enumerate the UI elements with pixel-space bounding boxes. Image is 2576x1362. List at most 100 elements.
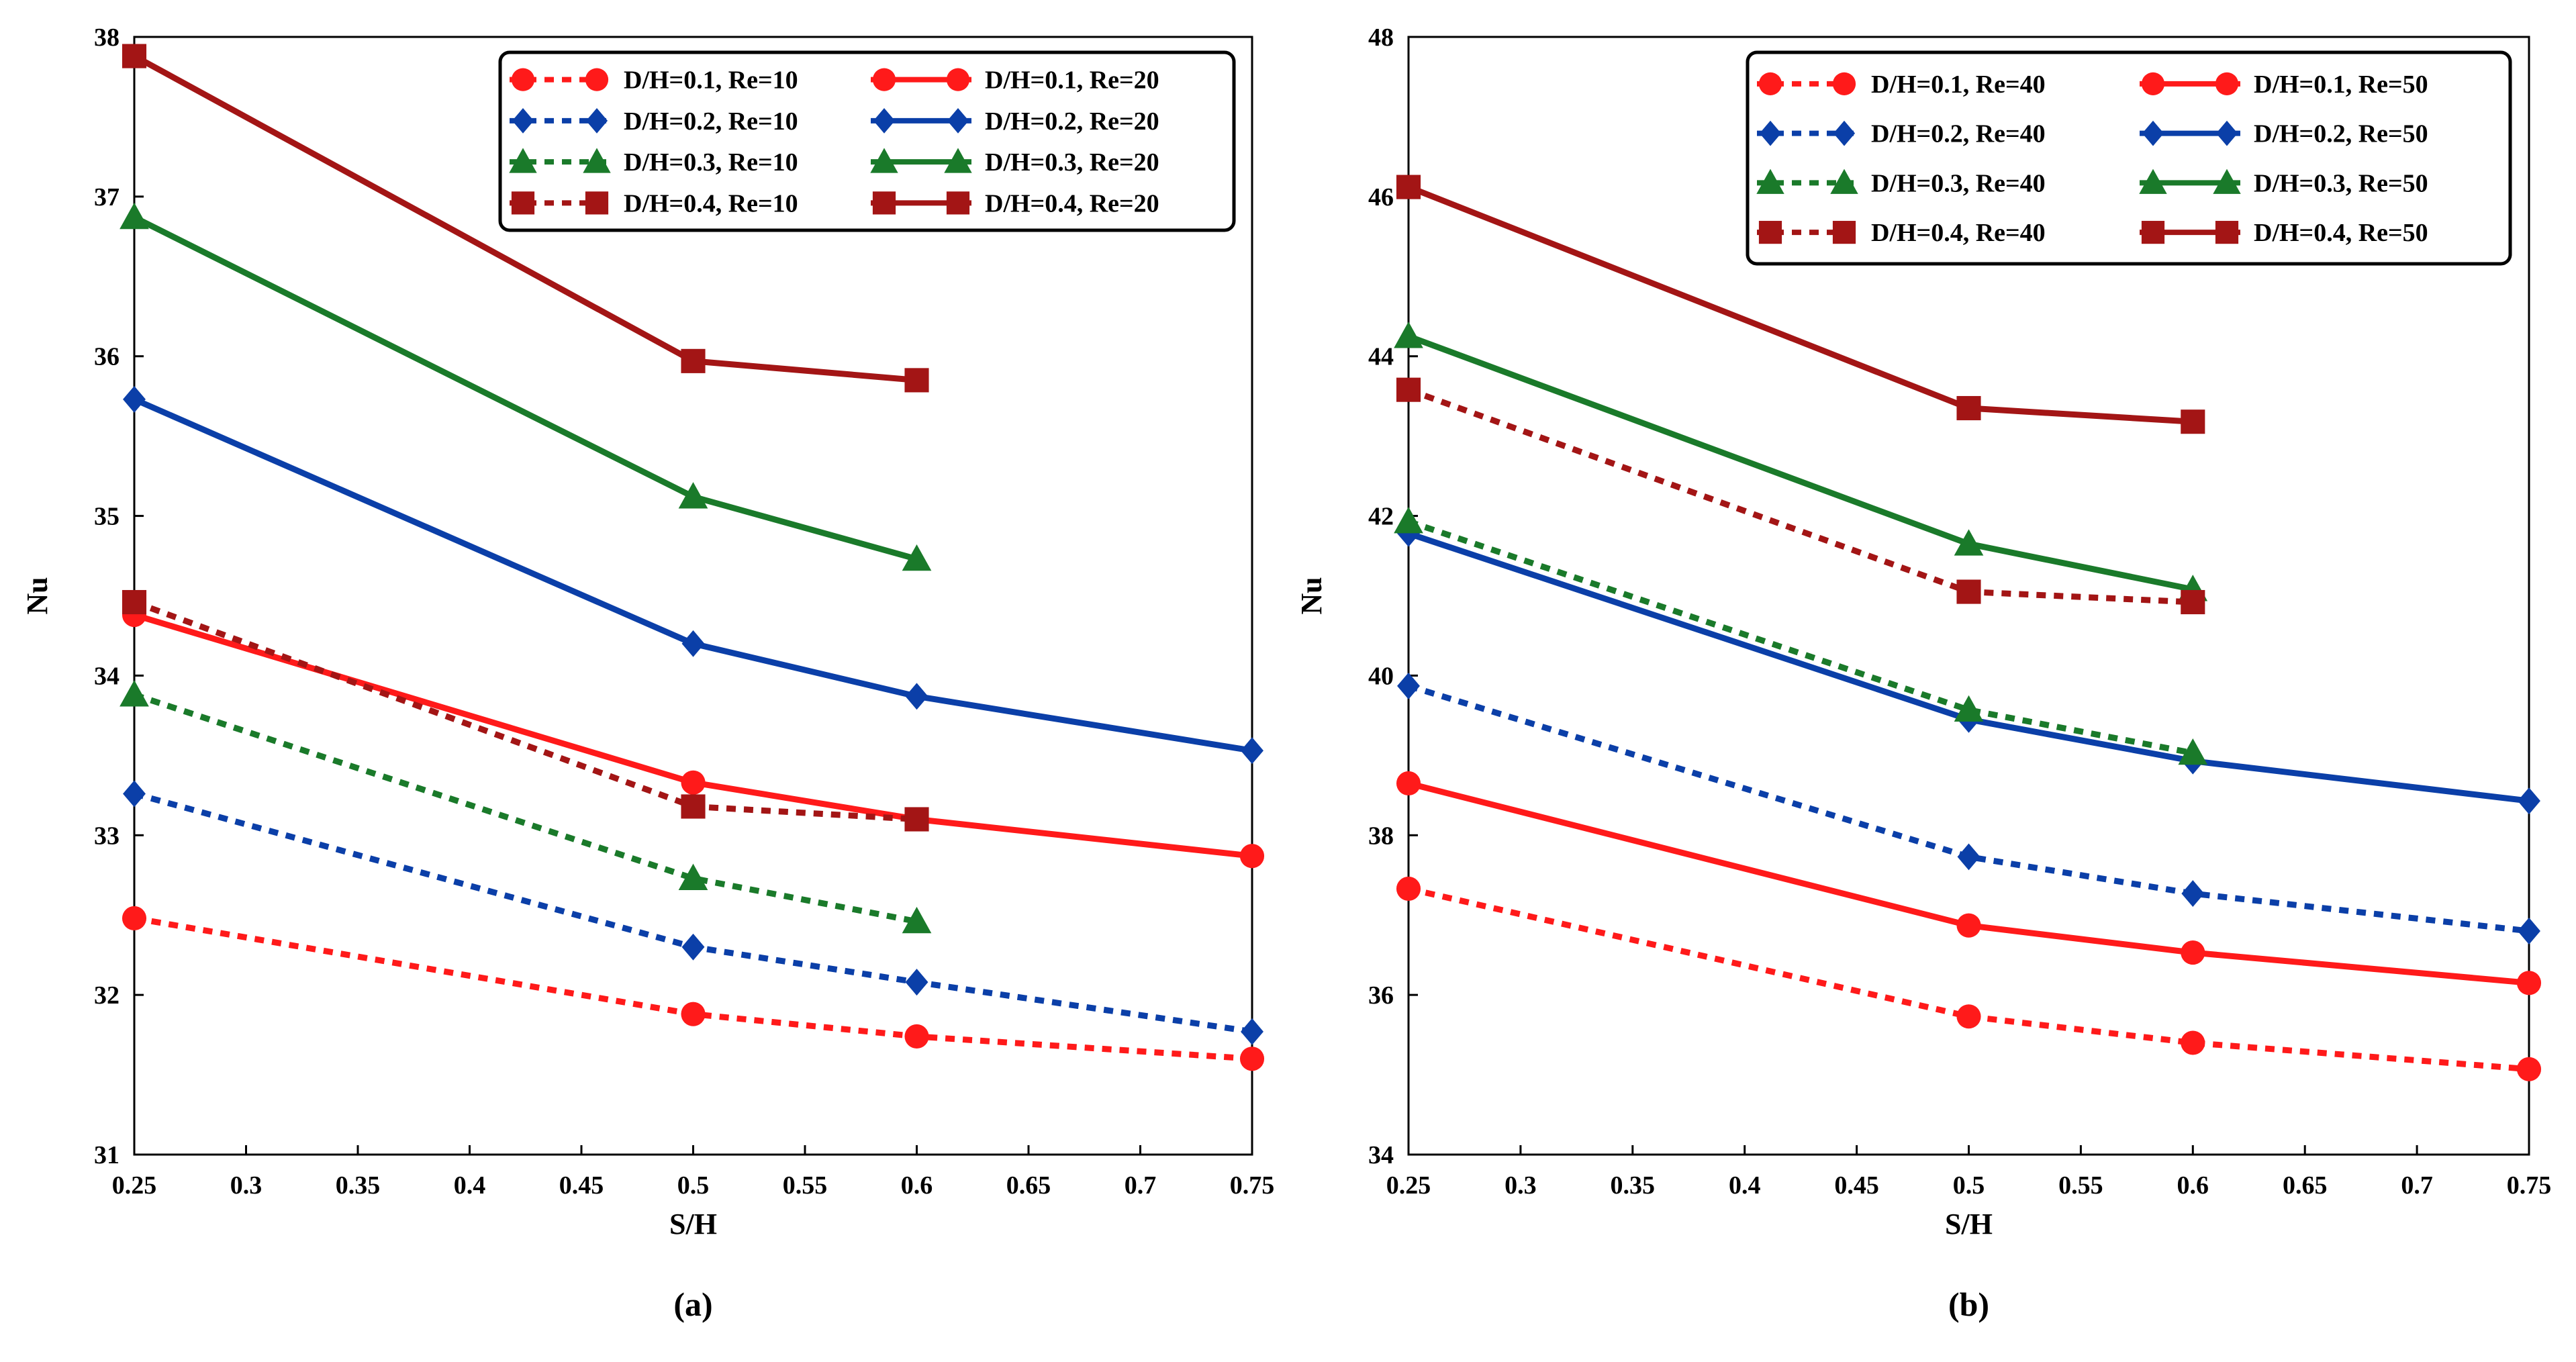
- data-point: [2516, 971, 2542, 995]
- legend-box: [498, 50, 1236, 232]
- series-d-h-0-2-re-50: [1397, 520, 2540, 815]
- x-tick-label: 0.45: [1834, 1171, 1879, 1200]
- legend-item-d-h-0-4-re-40: D/H=0.4, Re=40: [1757, 219, 2046, 247]
- legend-item-d-h-0-1-re-40: D/H=0.1, Re=40: [1757, 70, 2046, 99]
- panel-b: 0.25 0.3 0.35 0.4 0.45 0.5 0.55 0.6 0.65 0.7 0.75 3…: [1295, 23, 2551, 1323]
- legend-marker: [944, 148, 972, 173]
- data-point: [678, 863, 708, 890]
- y-tick-label: 32: [94, 981, 120, 1010]
- series-d-h-0-1-re-50: [1396, 771, 2542, 995]
- y-tick-label: 31: [94, 1141, 120, 1169]
- data-point: [904, 1024, 929, 1049]
- y-tick-label: 38: [1368, 822, 1394, 850]
- legend-marker: [1758, 72, 1782, 95]
- data-point: [902, 906, 932, 934]
- x-tick-label: 0.4: [1729, 1171, 1761, 1200]
- data-point: [1394, 507, 1423, 534]
- series-d-h-0-3-re-10: [120, 680, 932, 934]
- legend-marker: [1833, 120, 1856, 146]
- data-point: [904, 807, 929, 832]
- data-point: [681, 933, 705, 961]
- series-line: [133, 691, 918, 925]
- x-tick-label: 0.75: [2507, 1171, 2552, 1200]
- legend-label: D/H=0.3, Re=20: [985, 148, 1159, 177]
- data-point: [123, 780, 146, 808]
- series-line: [1407, 333, 2194, 593]
- legend-item-d-h-0-1-re-50: D/H=0.1, Re=50: [2140, 70, 2428, 99]
- legend-item-d-h-0-4-re-20: D/H=0.4, Re=20: [871, 189, 1159, 217]
- y-tick-label: 36: [94, 343, 120, 371]
- data-point: [902, 544, 932, 571]
- data-point: [681, 794, 706, 819]
- data-point: [2518, 787, 2540, 815]
- x-tick-label: 0.35: [1611, 1171, 1656, 1200]
- x-tick-label: 0.3: [230, 1171, 263, 1200]
- series-d-h-0-4-re-50: [1396, 175, 2205, 434]
- legend-marker: [946, 68, 970, 91]
- legend-marker: [512, 107, 534, 134]
- legend-item-d-h-0-2-re-50: D/H=0.2, Re=50: [2140, 120, 2428, 148]
- x-axis-label: S/H: [1945, 1208, 1993, 1241]
- legend-label: D/H=0.1, Re=40: [1871, 70, 2046, 99]
- legend-marker: [1759, 120, 1782, 146]
- data-point: [1241, 1018, 1263, 1045]
- y-tick-label: 37: [94, 183, 120, 211]
- data-point: [2181, 1030, 2205, 1055]
- data-point: [1954, 529, 1984, 556]
- legend-marker: [2215, 221, 2239, 244]
- legend-label: D/H=0.4, Re=50: [2254, 219, 2428, 247]
- data-point: [1239, 844, 1265, 869]
- data-point: [1956, 579, 1981, 604]
- series-d-h-0-2-re-20: [123, 385, 1263, 765]
- x-tick-label: 0.7: [1125, 1171, 1157, 1200]
- y-tick-label: 46: [1368, 183, 1394, 211]
- series-d-h-0-4-re-10: [122, 589, 929, 832]
- data-point: [122, 44, 147, 68]
- series-line: [134, 915, 1253, 1062]
- legend-marker: [1758, 221, 1782, 244]
- legend-marker: [1832, 221, 1856, 244]
- legend-label: D/H=0.2, Re=40: [1871, 120, 2046, 148]
- legend-marker: [870, 148, 898, 173]
- y-tick-label: 42: [1368, 503, 1394, 531]
- y-tick-label: 44: [1368, 343, 1394, 371]
- x-tick-label: 0.65: [1006, 1171, 1051, 1200]
- y-tick-label: 48: [1368, 23, 1394, 52]
- panel-a: 0.25 0.3 0.35 0.4 0.45 0.5 0.55 0.6 0.65 0.7 0.75 3…: [21, 23, 1274, 1323]
- legend-marker: [946, 191, 970, 215]
- legend-label: D/H=0.3, Re=10: [624, 148, 798, 177]
- x-tick-label: 0.75: [1230, 1171, 1275, 1200]
- x-tick-label: 0.6: [2177, 1171, 2209, 1200]
- legend-marker: [2141, 72, 2165, 95]
- y-tick-label: 36: [1368, 981, 1394, 1010]
- series-line: [133, 612, 1253, 859]
- legend-item-d-h-0-3-re-40: D/H=0.3, Re=40: [1756, 168, 2046, 197]
- x-tick-label: 0.35: [336, 1171, 381, 1200]
- series-line: [133, 396, 1253, 754]
- legend: D/H=0.1, Re=40 D/H=0.1, Re=50 D/H=0.2, Re=…: [1746, 50, 2512, 266]
- legend-item-d-h-0-3-re-20: D/H=0.3, Re=20: [870, 148, 1159, 177]
- y-tick-label: 40: [1368, 662, 1394, 690]
- panel-label: (b): [1948, 1285, 1989, 1323]
- legend-marker: [2139, 168, 2167, 194]
- series-d-h-0-2-re-10: [123, 780, 1263, 1045]
- x-tick-label: 0.7: [2401, 1171, 2433, 1200]
- data-point: [1241, 737, 1263, 765]
- data-point: [1396, 377, 1421, 402]
- series-d-h-0-3-re-20: [120, 202, 932, 571]
- x-tick-label: 0.6: [901, 1171, 933, 1200]
- data-point: [1956, 913, 1981, 938]
- legend-label: D/H=0.2, Re=20: [985, 107, 1159, 136]
- legend-marker: [1756, 168, 1784, 194]
- data-point: [2516, 1057, 2542, 1081]
- legend-marker: [509, 148, 537, 173]
- data-point: [905, 969, 928, 996]
- legend-label: D/H=0.4, Re=40: [1871, 219, 2046, 247]
- series-line: [1407, 780, 2530, 986]
- legend-item-d-h-0-2-re-10: D/H=0.2, Re=10: [510, 107, 798, 136]
- data-point: [1957, 843, 1981, 871]
- legend-item-d-h-0-1-re-10: D/H=0.1, Re=10: [510, 66, 798, 95]
- series-d-h-0-1-re-10: [122, 906, 1265, 1071]
